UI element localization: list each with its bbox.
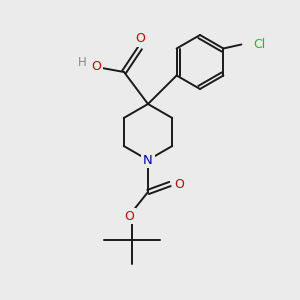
Text: N: N [143, 154, 153, 166]
Text: O: O [91, 59, 101, 73]
Text: Cl: Cl [254, 38, 266, 51]
Text: O: O [174, 178, 184, 190]
Text: H: H [78, 56, 86, 68]
Text: O: O [135, 32, 145, 46]
Text: O: O [124, 209, 134, 223]
